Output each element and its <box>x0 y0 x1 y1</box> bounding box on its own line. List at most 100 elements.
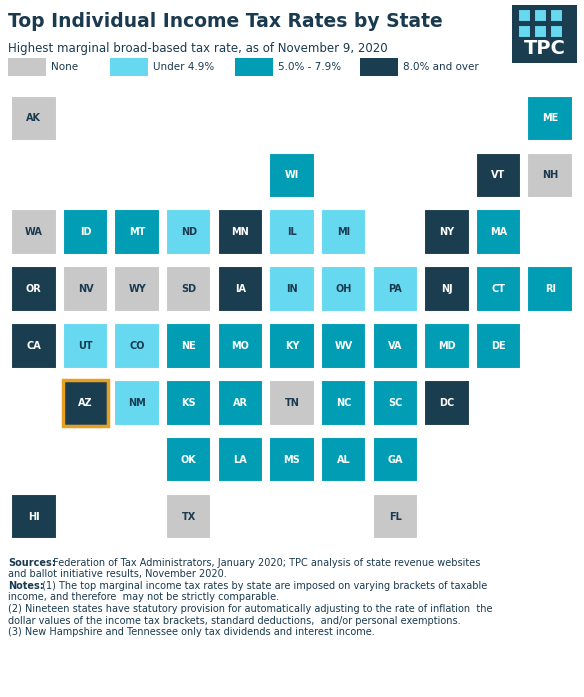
Text: income, and therefore  may not be strictly comparable.: income, and therefore may not be strictl… <box>8 592 279 602</box>
Text: ME: ME <box>542 114 558 123</box>
Text: KS: KS <box>182 398 196 408</box>
FancyBboxPatch shape <box>476 153 522 198</box>
FancyBboxPatch shape <box>269 210 315 255</box>
FancyBboxPatch shape <box>218 210 263 255</box>
Text: dollar values of the income tax brackets, standard deductions,  and/or personal : dollar values of the income tax brackets… <box>8 615 461 625</box>
FancyBboxPatch shape <box>166 266 211 312</box>
FancyBboxPatch shape <box>166 323 211 369</box>
FancyBboxPatch shape <box>62 380 108 426</box>
Text: TN: TN <box>284 398 300 408</box>
FancyBboxPatch shape <box>166 437 211 482</box>
FancyBboxPatch shape <box>269 153 315 198</box>
Text: LA: LA <box>234 454 247 465</box>
FancyBboxPatch shape <box>360 58 398 76</box>
FancyBboxPatch shape <box>62 210 108 255</box>
FancyBboxPatch shape <box>373 494 418 539</box>
FancyBboxPatch shape <box>269 266 315 312</box>
FancyBboxPatch shape <box>62 323 108 369</box>
Text: Federation of Tax Administrators, January 2020; TPC analysis of state revenue we: Federation of Tax Administrators, Januar… <box>50 558 480 568</box>
Text: TX: TX <box>182 512 196 521</box>
FancyBboxPatch shape <box>110 58 148 76</box>
Text: NE: NE <box>182 341 196 351</box>
Text: WY: WY <box>128 284 146 294</box>
FancyBboxPatch shape <box>269 437 315 482</box>
FancyBboxPatch shape <box>550 9 563 22</box>
FancyBboxPatch shape <box>321 380 366 426</box>
FancyBboxPatch shape <box>518 25 531 38</box>
FancyBboxPatch shape <box>424 323 470 369</box>
Text: NH: NH <box>542 170 558 181</box>
Text: Sources:: Sources: <box>8 558 55 568</box>
Text: IA: IA <box>235 284 246 294</box>
Text: AK: AK <box>26 114 41 123</box>
Text: PA: PA <box>388 284 402 294</box>
Text: CO: CO <box>129 341 145 351</box>
Text: AZ: AZ <box>78 398 93 408</box>
Text: UT: UT <box>78 341 93 351</box>
Text: NC: NC <box>336 398 352 408</box>
FancyBboxPatch shape <box>114 380 160 426</box>
Text: 5.0% - 7.9%: 5.0% - 7.9% <box>278 62 341 72</box>
Text: WI: WI <box>285 170 299 181</box>
Text: Top Individual Income Tax Rates by State: Top Individual Income Tax Rates by State <box>8 12 443 31</box>
Text: IL: IL <box>287 227 297 237</box>
FancyBboxPatch shape <box>62 266 108 312</box>
FancyBboxPatch shape <box>373 323 418 369</box>
FancyBboxPatch shape <box>373 437 418 482</box>
FancyBboxPatch shape <box>518 9 531 22</box>
FancyBboxPatch shape <box>218 380 263 426</box>
FancyBboxPatch shape <box>321 210 366 255</box>
Text: Highest marginal broad-based tax rate, as of November 9, 2020: Highest marginal broad-based tax rate, a… <box>8 42 388 55</box>
Text: MI: MI <box>337 227 350 237</box>
FancyBboxPatch shape <box>8 58 46 76</box>
FancyBboxPatch shape <box>476 323 522 369</box>
Text: WV: WV <box>335 341 353 351</box>
Text: NM: NM <box>128 398 146 408</box>
FancyBboxPatch shape <box>218 323 263 369</box>
Text: MN: MN <box>231 227 249 237</box>
FancyBboxPatch shape <box>218 437 263 482</box>
Text: ND: ND <box>180 227 197 237</box>
FancyBboxPatch shape <box>166 210 211 255</box>
FancyBboxPatch shape <box>11 494 57 539</box>
Text: CT: CT <box>492 284 506 294</box>
FancyBboxPatch shape <box>114 266 160 312</box>
FancyBboxPatch shape <box>424 380 470 426</box>
Text: MD: MD <box>438 341 456 351</box>
FancyBboxPatch shape <box>373 380 418 426</box>
Text: OR: OR <box>26 284 41 294</box>
Text: VT: VT <box>491 170 506 181</box>
FancyBboxPatch shape <box>512 5 577 63</box>
Text: MA: MA <box>490 227 507 237</box>
Text: KY: KY <box>285 341 299 351</box>
Text: GA: GA <box>388 454 403 465</box>
Text: (1) The top marginal income tax rates by state are imposed on varying brackets o: (1) The top marginal income tax rates by… <box>39 581 488 591</box>
FancyBboxPatch shape <box>527 95 573 141</box>
FancyBboxPatch shape <box>166 380 211 426</box>
FancyBboxPatch shape <box>11 323 57 369</box>
FancyBboxPatch shape <box>373 266 418 312</box>
Text: (3) New Hampshire and Tennessee only tax dividends and interest income.: (3) New Hampshire and Tennessee only tax… <box>8 627 375 637</box>
Text: NJ: NJ <box>441 284 453 294</box>
Text: Under 4.9%: Under 4.9% <box>153 62 214 72</box>
Text: OK: OK <box>181 454 197 465</box>
Text: DC: DC <box>439 398 454 408</box>
Text: TPC: TPC <box>524 38 565 57</box>
FancyBboxPatch shape <box>269 380 315 426</box>
Text: RI: RI <box>545 284 556 294</box>
FancyBboxPatch shape <box>424 266 470 312</box>
FancyBboxPatch shape <box>11 266 57 312</box>
Text: (2) Nineteen states have statutory provision for automatically adjusting to the : (2) Nineteen states have statutory provi… <box>8 604 492 614</box>
Text: HI: HI <box>28 512 40 521</box>
Text: 8.0% and over: 8.0% and over <box>403 62 479 72</box>
FancyBboxPatch shape <box>527 153 573 198</box>
Text: MO: MO <box>231 341 249 351</box>
Text: CA: CA <box>26 341 41 351</box>
FancyBboxPatch shape <box>235 58 273 76</box>
Text: NY: NY <box>439 227 454 237</box>
FancyBboxPatch shape <box>11 210 57 255</box>
FancyBboxPatch shape <box>476 266 522 312</box>
Text: Notes:: Notes: <box>8 581 44 591</box>
FancyBboxPatch shape <box>114 323 160 369</box>
FancyBboxPatch shape <box>534 9 547 22</box>
